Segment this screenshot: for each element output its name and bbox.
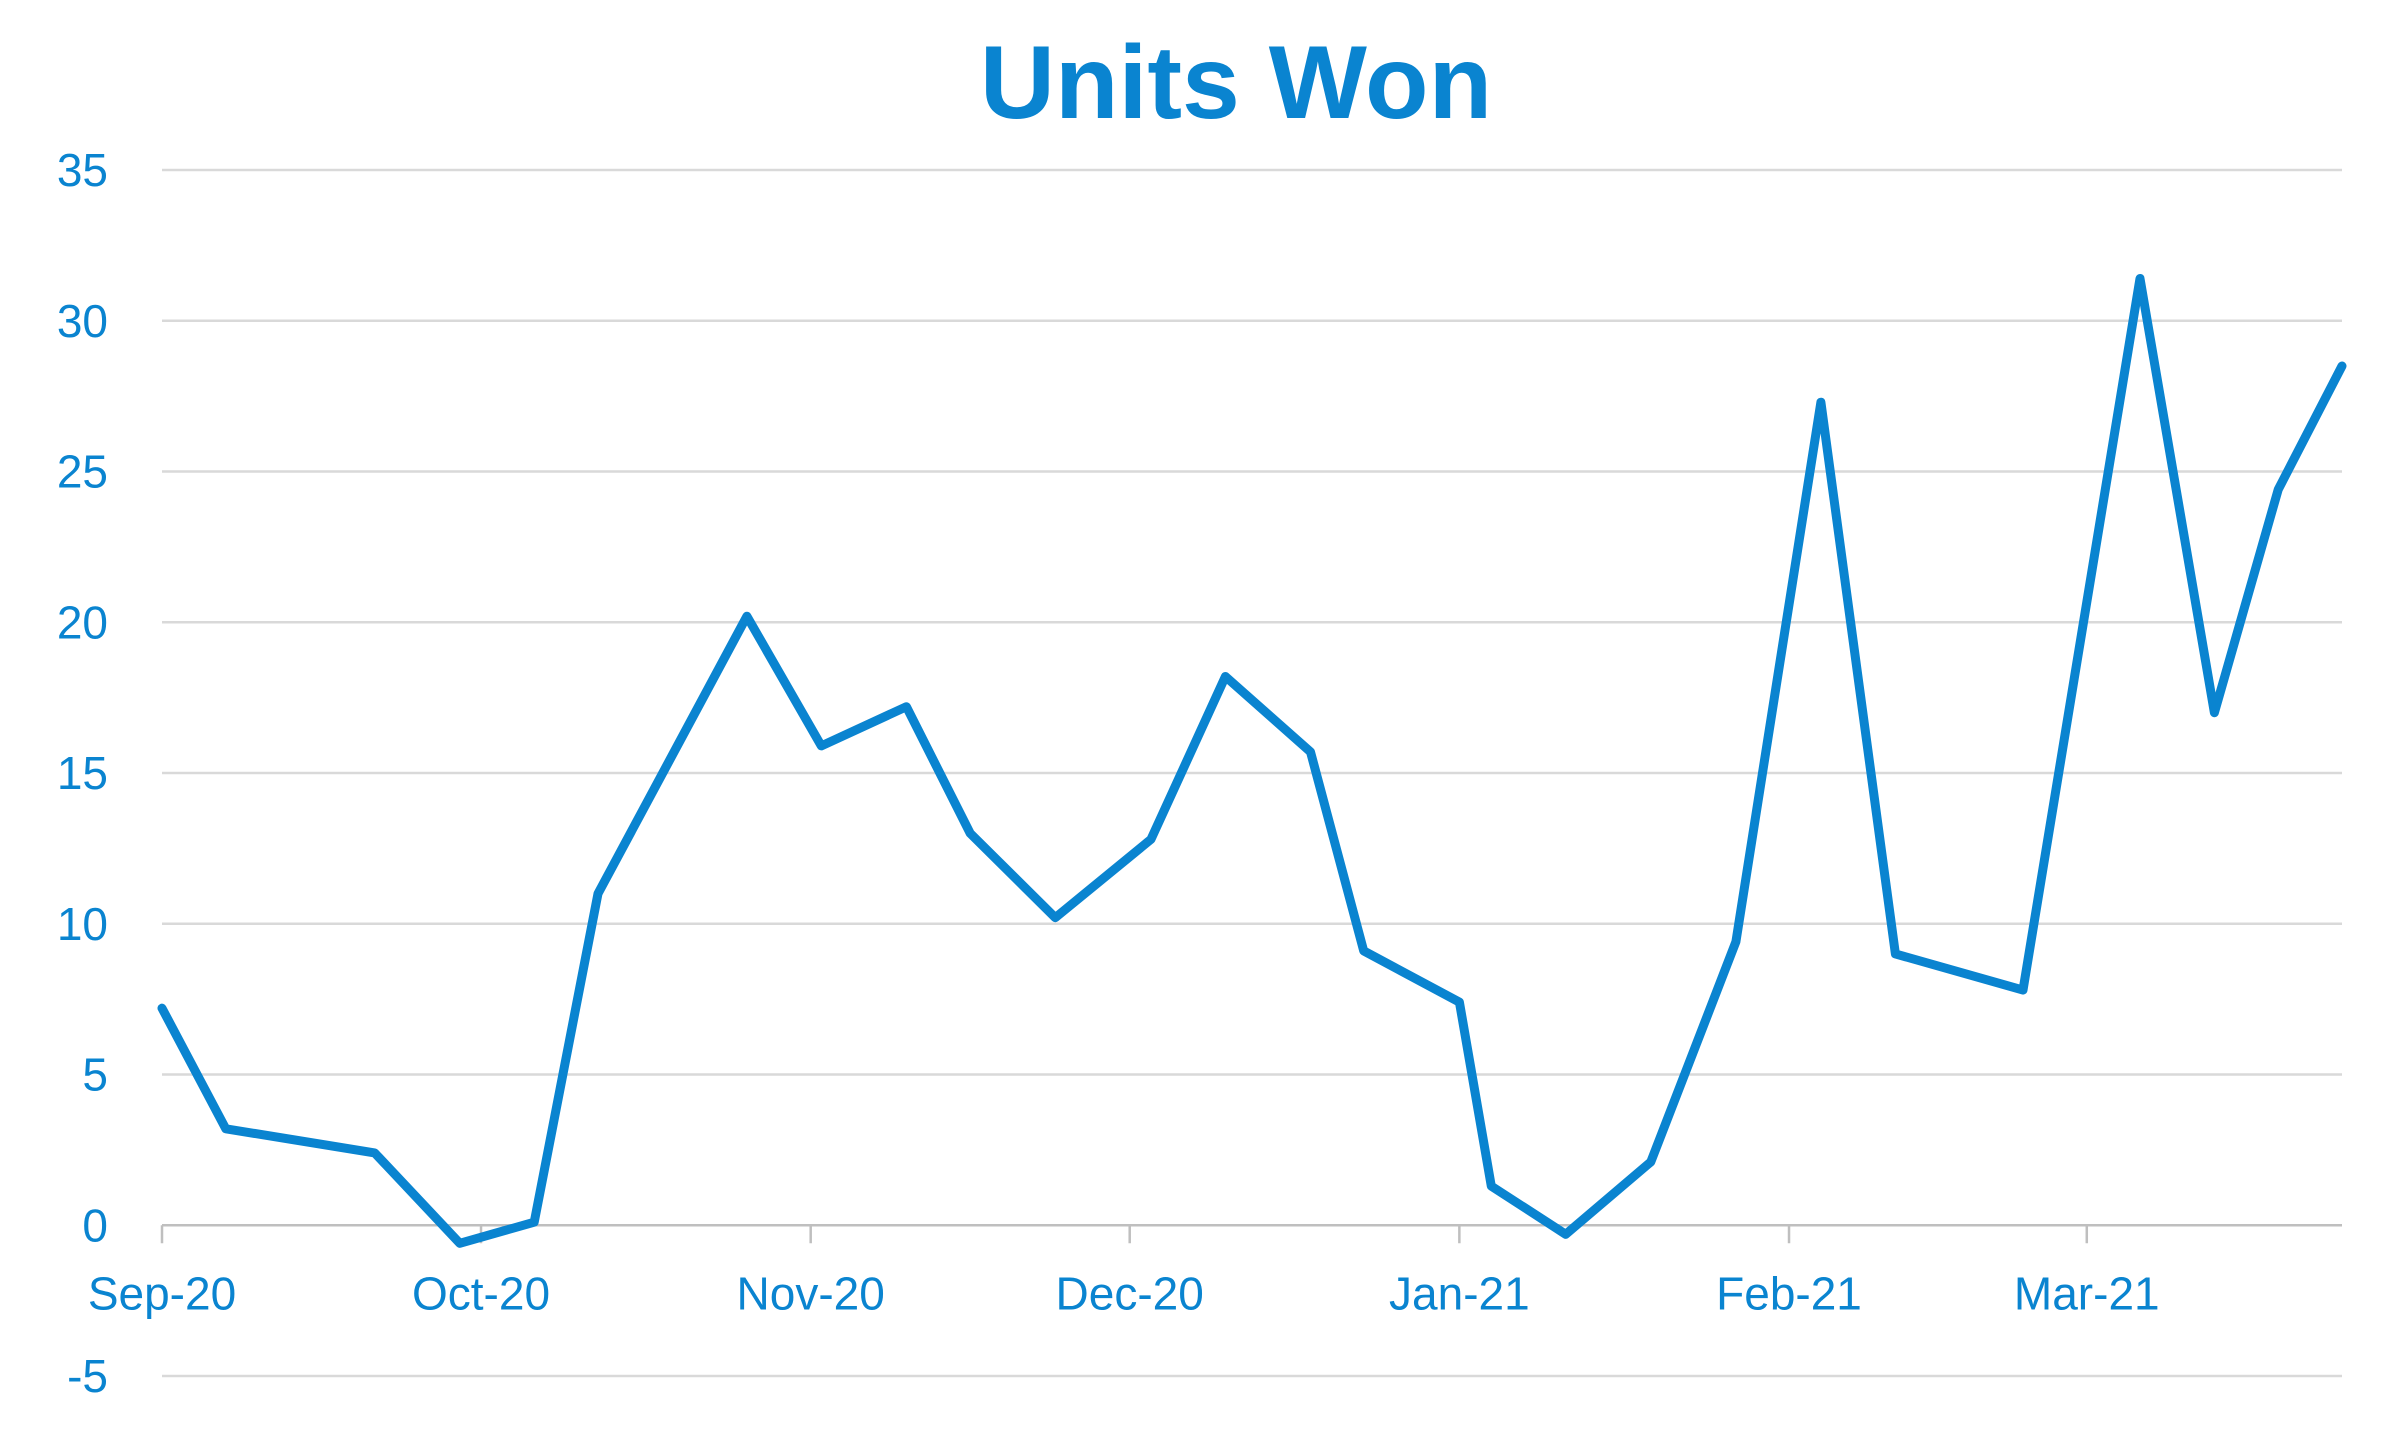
x-tick-label: Oct-20 bbox=[412, 1267, 550, 1319]
y-tick-label: 25 bbox=[57, 446, 108, 498]
y-tick-label: 5 bbox=[82, 1049, 108, 1101]
x-tick-label: Feb-21 bbox=[1716, 1267, 1862, 1319]
series-line bbox=[157, 274, 2347, 1248]
x-tick-label: Sep-20 bbox=[88, 1267, 236, 1319]
x-axis-ticks: Sep-20 Oct-20 Nov-20 Dec-20 Jan-21 Feb-21 Mar-… bbox=[88, 1225, 2160, 1319]
y-tick-label: 20 bbox=[57, 596, 108, 648]
chart-title: Units Won bbox=[980, 25, 1492, 141]
y-tick-label: 0 bbox=[82, 1199, 108, 1251]
y-tick-label: 35 bbox=[57, 144, 108, 196]
x-tick-label: Mar-21 bbox=[2014, 1267, 2160, 1319]
y-tick-label: 30 bbox=[57, 295, 108, 347]
x-tick-label: Nov-20 bbox=[737, 1267, 885, 1319]
x-tick-label: Jan-21 bbox=[1389, 1267, 1530, 1319]
y-tick-label: 10 bbox=[57, 898, 108, 950]
series-group bbox=[157, 274, 2347, 1248]
gridlines bbox=[162, 168, 2342, 1378]
y-tick-label: 15 bbox=[57, 747, 108, 799]
y-tick-label: -5 bbox=[67, 1350, 108, 1402]
y-axis-tick-labels: 35 30 25 20 15 10 5 0 -5 bbox=[57, 144, 108, 1402]
x-tick-label: Dec-20 bbox=[1056, 1267, 1204, 1319]
